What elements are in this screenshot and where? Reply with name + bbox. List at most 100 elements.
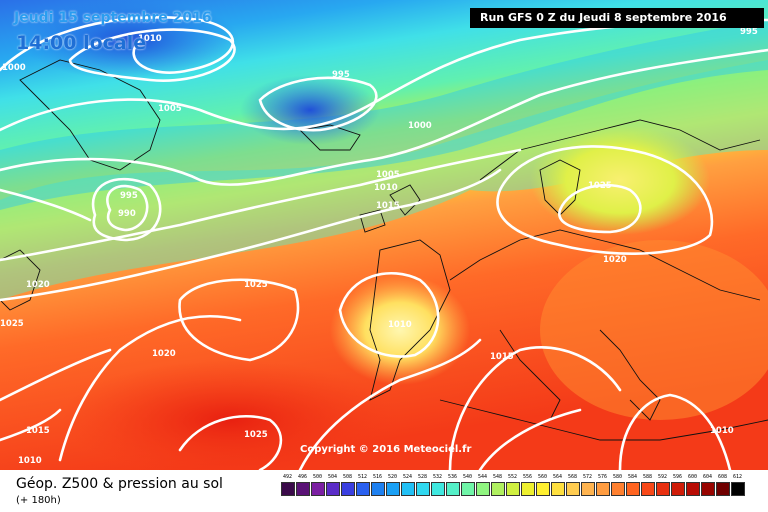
scale-swatch bbox=[310, 482, 325, 496]
coastlines bbox=[0, 59, 768, 441]
scale-tick: 552 bbox=[507, 474, 518, 480]
scale-swatch bbox=[625, 482, 640, 496]
scale-cell: 608 bbox=[715, 473, 730, 496]
isobar-label: 1025 bbox=[588, 181, 612, 191]
isobar-label: 1015 bbox=[26, 426, 50, 436]
isobar-label: 1015 bbox=[376, 201, 400, 211]
isobars bbox=[0, 16, 768, 470]
isobar-label: 1025 bbox=[244, 430, 268, 440]
scale-cell: 564 bbox=[550, 473, 565, 496]
scale-swatch bbox=[505, 482, 520, 496]
scale-tick: 576 bbox=[597, 474, 608, 480]
scale-tick: 540 bbox=[462, 474, 473, 480]
cold-pool-north bbox=[20, 0, 240, 80]
scale-tick: 564 bbox=[552, 474, 563, 480]
scale-swatch bbox=[655, 482, 670, 496]
isobar-label: 1005 bbox=[158, 104, 182, 114]
scale-tick: 556 bbox=[522, 474, 533, 480]
scale-tick: 500 bbox=[312, 474, 323, 480]
isobar-labels: 1010 1000 995 1005 1000 995 990 1005 101… bbox=[0, 27, 758, 466]
isobar-label: 1005 bbox=[376, 170, 400, 180]
isobar-label: 995 bbox=[332, 70, 350, 80]
ridge-east bbox=[530, 125, 710, 235]
isobar-label: 1015 bbox=[490, 352, 514, 362]
isobar-label: 1025 bbox=[0, 319, 24, 329]
scale-swatch bbox=[700, 482, 715, 496]
scale-swatch bbox=[550, 482, 565, 496]
weather-map: 1010 1000 995 1005 1000 995 990 1005 101… bbox=[0, 0, 768, 470]
scale-tick: 532 bbox=[432, 474, 443, 480]
scale-swatch bbox=[640, 482, 655, 496]
scale-tick: 612 bbox=[732, 474, 743, 480]
scale-tick: 588 bbox=[642, 474, 653, 480]
scale-tick: 492 bbox=[282, 474, 293, 480]
legend-subtitle: (+ 180h) bbox=[16, 495, 61, 506]
scale-tick: 544 bbox=[477, 474, 488, 480]
scale-cell: 584 bbox=[625, 473, 640, 496]
scale-swatch bbox=[565, 482, 580, 496]
scale-cell: 580 bbox=[610, 473, 625, 496]
scale-cell: 592 bbox=[655, 473, 670, 496]
scale-tick: 528 bbox=[417, 474, 428, 480]
scale-cell: 516 bbox=[370, 473, 385, 496]
map-svg: 1010 1000 995 1005 1000 995 990 1005 101… bbox=[0, 0, 768, 470]
run-info: Run GFS 0 Z du Jeudi 8 septembre 2016 bbox=[470, 8, 764, 28]
scale-tick: 584 bbox=[627, 474, 638, 480]
legend-title: Géop. Z500 & pression au sol bbox=[16, 476, 223, 492]
scale-cell: 588 bbox=[640, 473, 655, 496]
scale-tick: 600 bbox=[687, 474, 698, 480]
scale-cell: 536 bbox=[445, 473, 460, 496]
isobar-label: 1010 bbox=[18, 456, 42, 466]
scale-cell: 540 bbox=[460, 473, 475, 496]
scale-cell: 612 bbox=[730, 473, 745, 496]
scale-tick: 592 bbox=[657, 474, 668, 480]
scale-cell: 520 bbox=[385, 473, 400, 496]
scale-cell: 500 bbox=[310, 473, 325, 496]
isobar-label: 1025 bbox=[244, 280, 268, 290]
scale-swatch bbox=[430, 482, 445, 496]
isobar-label: 995 bbox=[120, 191, 138, 201]
scale-cell: 544 bbox=[475, 473, 490, 496]
scale-swatch bbox=[385, 482, 400, 496]
hot-south bbox=[60, 360, 400, 470]
isobar-label: 1010 bbox=[388, 320, 412, 330]
isobar-label: 1010 bbox=[374, 183, 398, 193]
scale-cell: 604 bbox=[700, 473, 715, 496]
scale-tick: 548 bbox=[492, 474, 503, 480]
scale-cell: 528 bbox=[415, 473, 430, 496]
scale-tick: 604 bbox=[702, 474, 713, 480]
scale-swatch bbox=[610, 482, 625, 496]
isobar-label: 1000 bbox=[2, 63, 26, 73]
scale-swatch bbox=[670, 482, 685, 496]
isobar-label: 1020 bbox=[26, 280, 50, 290]
scale-cell: 600 bbox=[685, 473, 700, 496]
scale-swatch bbox=[340, 482, 355, 496]
isobar-label: 1000 bbox=[408, 121, 432, 131]
scale-swatch bbox=[445, 482, 460, 496]
scale-tick: 536 bbox=[447, 474, 458, 480]
copyright: Copyright © 2016 Meteociel.fr bbox=[300, 444, 472, 455]
scale-cell: 548 bbox=[490, 473, 505, 496]
isobar-label: 1010 bbox=[138, 34, 162, 44]
scale-swatch bbox=[325, 482, 340, 496]
forecast-time: 14:00 locale bbox=[16, 32, 147, 54]
scale-swatch bbox=[415, 482, 430, 496]
scale-tick: 520 bbox=[387, 474, 398, 480]
scale-tick: 508 bbox=[342, 474, 353, 480]
scale-swatch bbox=[730, 482, 745, 496]
scale-tick: 568 bbox=[567, 474, 578, 480]
scale-swatch bbox=[535, 482, 550, 496]
scale-tick: 572 bbox=[582, 474, 593, 480]
scale-tick: 560 bbox=[537, 474, 548, 480]
scale-tick: 496 bbox=[297, 474, 308, 480]
scale-cell: 572 bbox=[580, 473, 595, 496]
scale-swatch bbox=[490, 482, 505, 496]
scale-swatch bbox=[520, 482, 535, 496]
scale-cell: 560 bbox=[535, 473, 550, 496]
scale-swatch bbox=[400, 482, 415, 496]
scale-tick: 516 bbox=[372, 474, 383, 480]
scale-tick: 524 bbox=[402, 474, 413, 480]
scale-cell: 496 bbox=[295, 473, 310, 496]
isobar-label: 1020 bbox=[152, 349, 176, 359]
scale-swatch bbox=[280, 482, 295, 496]
